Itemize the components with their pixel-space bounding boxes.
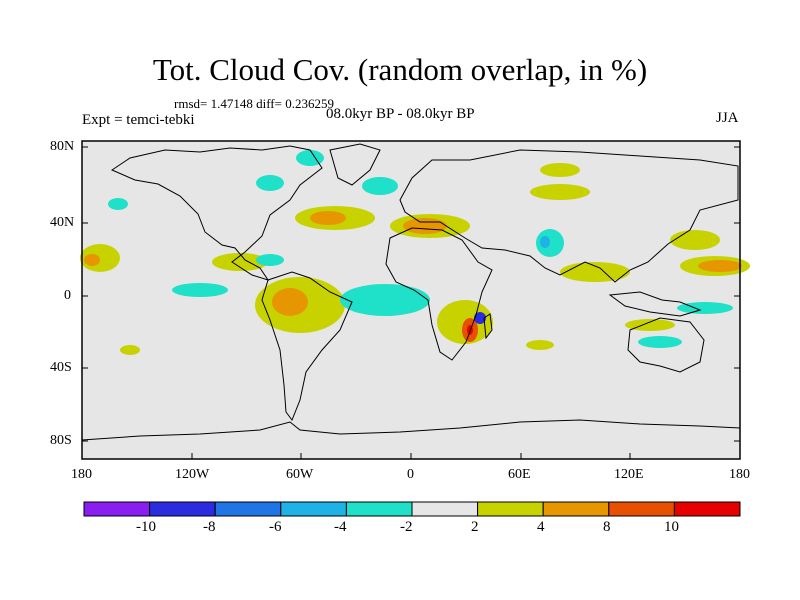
colorbar-swatch — [83, 501, 151, 517]
colorbar-label: 8 — [603, 519, 611, 535]
patch — [625, 319, 675, 331]
experiment-label: Expt = temci-tebki — [82, 112, 195, 128]
coastline — [110, 145, 323, 281]
colorbar-swatch — [214, 501, 282, 517]
colorbar-swatch — [345, 501, 413, 517]
patch — [84, 254, 100, 266]
colorbar-swatch — [280, 501, 347, 517]
coastlines — [81, 143, 741, 441]
lon-tick-label: 180 — [71, 467, 92, 482]
patch — [526, 340, 554, 350]
colorbar-label: 2 — [471, 519, 479, 535]
patch — [108, 198, 128, 210]
coastline — [608, 291, 702, 317]
lon-tick-label: 180 — [729, 467, 750, 482]
lon-tick-label: 60E — [508, 467, 531, 482]
lat-tick-label: 80S — [50, 433, 72, 448]
coastline — [385, 227, 493, 361]
colorbar-swatch — [477, 501, 544, 517]
lat-tick-label: 40S — [50, 360, 72, 375]
patch — [403, 218, 447, 234]
patch — [536, 229, 564, 257]
colorbar-swatch — [673, 501, 741, 517]
map-title: Tot. Cloud Cov. (random overlap, in %) — [152, 52, 648, 87]
patch — [362, 177, 398, 195]
patch — [310, 211, 346, 225]
patch — [560, 262, 630, 282]
colorbar-label: 4 — [537, 519, 545, 535]
patch — [540, 236, 550, 248]
colorbar-swatch — [542, 501, 610, 517]
patch — [638, 336, 682, 348]
lat-tick-label: 0 — [64, 288, 71, 303]
patch — [340, 284, 430, 316]
patch — [272, 288, 308, 316]
patch — [256, 254, 284, 266]
lon-tick-label: 120W — [175, 467, 210, 482]
lon-tick-label: 60W — [286, 467, 314, 482]
colorbar-swatch — [411, 501, 479, 517]
colorbar-label: -4 — [334, 519, 347, 535]
patch — [172, 283, 228, 297]
coastline — [81, 419, 741, 441]
colorbar — [83, 501, 741, 517]
lat-tick-label: 40N — [50, 215, 75, 230]
lon-tick-marks — [81, 453, 741, 459]
patch — [698, 260, 742, 272]
patch — [474, 312, 486, 324]
anomaly-patches — [80, 150, 750, 355]
lon-tick-label: 0 — [407, 467, 414, 482]
patch — [670, 230, 720, 250]
stats-label: rmsd= 1.47148 diff= 0.236259 — [174, 96, 334, 111]
patch — [296, 150, 324, 166]
patch — [677, 302, 733, 314]
period-label: 08.0kyr BP - 08.0kyr BP — [326, 106, 475, 122]
colorbar-label: 10 — [664, 519, 679, 535]
colorbar-swatch — [149, 501, 216, 517]
lat-tick-label: 80N — [50, 139, 75, 154]
coastline — [399, 149, 739, 283]
colorbar-swatch — [608, 501, 675, 517]
coastline — [627, 317, 705, 373]
coastline — [261, 271, 353, 422]
colorbar-label: -10 — [136, 519, 156, 535]
patch — [212, 253, 268, 271]
patch — [530, 184, 590, 200]
season-label: JJA — [716, 110, 739, 126]
colorbar-label: -2 — [400, 519, 413, 535]
colorbar-label: -8 — [203, 519, 216, 535]
patch — [256, 175, 284, 191]
lon-tick-label: 120E — [614, 467, 644, 482]
coastline — [483, 313, 493, 340]
colorbar-label: -6 — [269, 519, 282, 535]
coastline — [329, 143, 381, 186]
patch — [120, 345, 140, 355]
patch — [540, 163, 580, 177]
lat-tick-marks — [82, 146, 740, 442]
